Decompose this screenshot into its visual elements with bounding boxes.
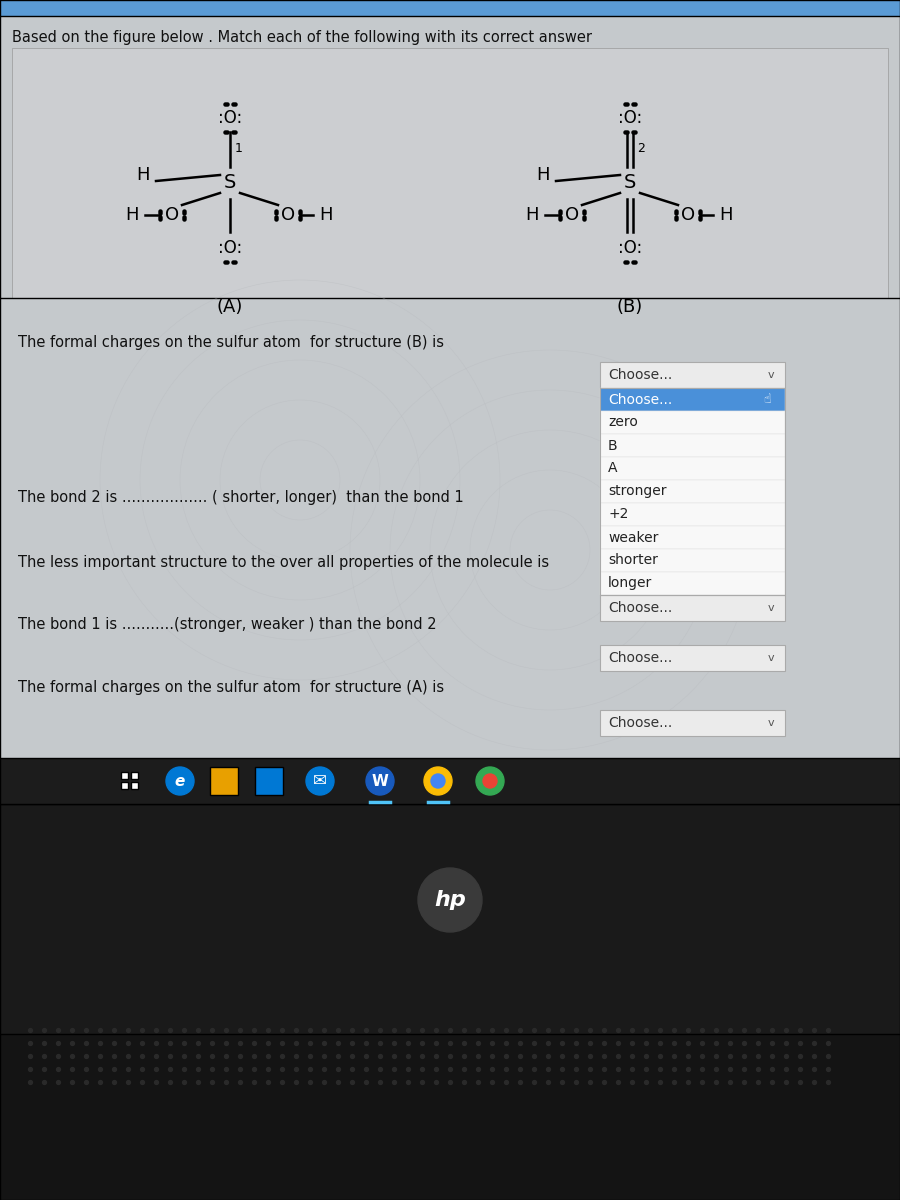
Text: O: O xyxy=(681,206,695,224)
FancyBboxPatch shape xyxy=(0,758,900,804)
Circle shape xyxy=(431,774,445,788)
Text: H: H xyxy=(136,166,149,184)
Text: W: W xyxy=(372,774,389,788)
Circle shape xyxy=(366,767,394,794)
FancyBboxPatch shape xyxy=(121,782,128,790)
Text: Choose...: Choose... xyxy=(608,601,672,614)
FancyBboxPatch shape xyxy=(600,480,785,503)
Text: The formal charges on the sulfur atom  for structure (B) is: The formal charges on the sulfur atom fo… xyxy=(18,335,444,350)
FancyBboxPatch shape xyxy=(0,0,900,16)
FancyBboxPatch shape xyxy=(600,550,785,572)
Text: v: v xyxy=(768,370,774,380)
Text: H: H xyxy=(536,166,550,184)
FancyBboxPatch shape xyxy=(600,410,785,434)
FancyBboxPatch shape xyxy=(0,298,900,760)
Text: 2: 2 xyxy=(637,143,645,156)
Text: The bond 1 is ...........(stronger, weaker ) than the bond 2: The bond 1 is ...........(stronger, weak… xyxy=(18,617,436,632)
Text: v: v xyxy=(768,602,774,613)
FancyBboxPatch shape xyxy=(0,804,900,1034)
Text: v: v xyxy=(768,718,774,728)
Text: H: H xyxy=(125,206,139,224)
Text: Choose...: Choose... xyxy=(608,716,672,730)
FancyBboxPatch shape xyxy=(131,782,138,790)
Text: H: H xyxy=(526,206,539,224)
FancyBboxPatch shape xyxy=(210,767,238,794)
Text: ☝: ☝ xyxy=(763,392,770,406)
Text: The formal charges on the sulfur atom  for structure (A) is: The formal charges on the sulfur atom fo… xyxy=(18,680,444,695)
Text: Based on the figure below . Match each of the following with its correct answer: Based on the figure below . Match each o… xyxy=(12,30,592,44)
Circle shape xyxy=(476,767,504,794)
Text: :O:: :O: xyxy=(218,109,242,127)
FancyBboxPatch shape xyxy=(121,772,128,779)
Circle shape xyxy=(166,767,194,794)
Text: The less important structure to the over all properties of the molecule is: The less important structure to the over… xyxy=(18,554,549,570)
Text: :O:: :O: xyxy=(218,239,242,257)
Circle shape xyxy=(306,767,334,794)
Text: S: S xyxy=(624,174,636,192)
FancyBboxPatch shape xyxy=(12,48,888,298)
FancyBboxPatch shape xyxy=(0,804,900,1200)
Text: S: S xyxy=(224,174,236,192)
Text: :O:: :O: xyxy=(618,239,642,257)
FancyBboxPatch shape xyxy=(0,0,900,760)
FancyBboxPatch shape xyxy=(131,772,138,779)
Text: longer: longer xyxy=(608,576,652,590)
Circle shape xyxy=(424,767,452,794)
Text: +2: +2 xyxy=(608,508,628,522)
FancyBboxPatch shape xyxy=(600,362,785,388)
FancyBboxPatch shape xyxy=(255,767,283,794)
FancyBboxPatch shape xyxy=(600,503,785,526)
Text: (B): (B) xyxy=(616,298,643,316)
Circle shape xyxy=(418,868,482,932)
Text: H: H xyxy=(320,206,333,224)
FancyBboxPatch shape xyxy=(600,572,785,595)
Text: H: H xyxy=(719,206,733,224)
FancyBboxPatch shape xyxy=(600,434,785,457)
FancyBboxPatch shape xyxy=(600,457,785,480)
FancyBboxPatch shape xyxy=(600,710,785,736)
Text: hp: hp xyxy=(434,890,466,910)
Text: O: O xyxy=(165,206,179,224)
Text: Choose...: Choose... xyxy=(608,650,672,665)
Text: shorter: shorter xyxy=(608,553,658,568)
Text: The bond 2 is .................. ( shorter, longer)  than the bond 1: The bond 2 is .................. ( short… xyxy=(18,490,464,505)
FancyBboxPatch shape xyxy=(600,526,785,550)
Text: v: v xyxy=(768,653,774,662)
Text: 1: 1 xyxy=(235,143,243,156)
Text: (A): (A) xyxy=(217,298,243,316)
FancyBboxPatch shape xyxy=(600,388,785,410)
Text: B: B xyxy=(608,438,617,452)
Circle shape xyxy=(483,774,497,788)
FancyBboxPatch shape xyxy=(600,646,785,671)
Text: Choose...: Choose... xyxy=(608,392,672,407)
Text: Choose...: Choose... xyxy=(608,368,672,382)
Text: :O:: :O: xyxy=(618,109,642,127)
Text: O: O xyxy=(281,206,295,224)
Text: zero: zero xyxy=(608,415,638,430)
FancyBboxPatch shape xyxy=(600,595,785,622)
Text: weaker: weaker xyxy=(608,530,659,545)
Text: O: O xyxy=(565,206,579,224)
Text: ✉: ✉ xyxy=(313,772,327,790)
Text: A: A xyxy=(608,462,617,475)
Text: e: e xyxy=(175,774,185,788)
Text: stronger: stronger xyxy=(608,485,667,498)
